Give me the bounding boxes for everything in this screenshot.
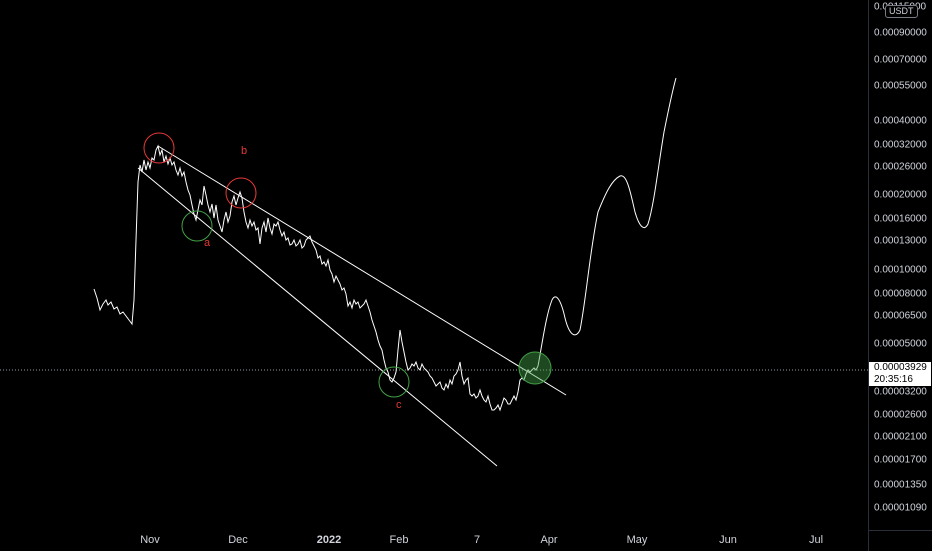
projection-line	[537, 77, 677, 367]
y-tick-label: 0.00008000	[874, 288, 927, 300]
y-tick-label: 0.00005000	[874, 338, 927, 350]
red-circle-marker-top	[143, 132, 175, 164]
x-tick-label: 2022	[316, 534, 342, 546]
price-series-line	[93, 144, 539, 412]
channel-lower-line	[137, 167, 498, 467]
y-tick-label: 0.00026000	[874, 161, 927, 173]
wave-label-b: b	[241, 145, 247, 157]
wave-label-a: a	[204, 237, 211, 249]
y-tick-label: 0.00002100	[874, 431, 927, 443]
red-circle-marker-b	[225, 177, 257, 209]
y-tick-label: 0.00070000	[874, 54, 927, 66]
y-tick-label: 0.00040000	[874, 115, 927, 127]
current-price-tag: 0.00003929 20:35:16	[869, 362, 931, 386]
y-tick-label: 0.00002600	[874, 409, 927, 420]
y-tick-label: 0.00090000	[874, 27, 927, 39]
y-tick-label: 0.00013000	[874, 235, 927, 247]
x-tick-label: Jul	[808, 534, 824, 546]
y-tick-label: 0.00003200	[874, 386, 927, 398]
y-tick-label: 0.00010000	[874, 264, 927, 276]
x-tick-label: Apr	[540, 534, 558, 546]
y-tick-label: 0.00001700	[874, 454, 927, 466]
axis-corner	[868, 530, 932, 551]
x-tick-label: Jun	[719, 534, 737, 546]
y-tick-label: 0.00006500	[874, 310, 927, 322]
x-tick-label: Dec	[228, 534, 248, 546]
x-tick-label: Feb	[389, 534, 409, 546]
green-circle-marker-a	[181, 210, 213, 242]
x-tick-label: 7	[473, 534, 481, 546]
price-axis[interactable]	[868, 0, 932, 530]
green-circle-marker-c	[378, 366, 410, 398]
y-tick-label: 0.00001090	[874, 502, 927, 514]
currency-unit-badge: USDT	[885, 5, 918, 18]
x-tick-label: Nov	[140, 534, 160, 546]
y-tick-label: 0.00020000	[874, 189, 927, 201]
current-price-value: 0.00003929	[874, 362, 927, 373]
y-tick-label: 0.00001350	[874, 479, 927, 491]
x-tick-label: May	[626, 534, 648, 546]
wave-label-c: c	[396, 399, 402, 411]
green-circle-marker-breakout	[518, 351, 552, 385]
channel-upper-line	[157, 145, 567, 396]
y-tick-label: 0.00032000	[874, 139, 927, 151]
y-tick-label: 0.00055000	[874, 80, 927, 92]
bar-countdown: 20:35:16	[874, 374, 913, 385]
y-tick-label: 0.00016000	[874, 213, 927, 225]
